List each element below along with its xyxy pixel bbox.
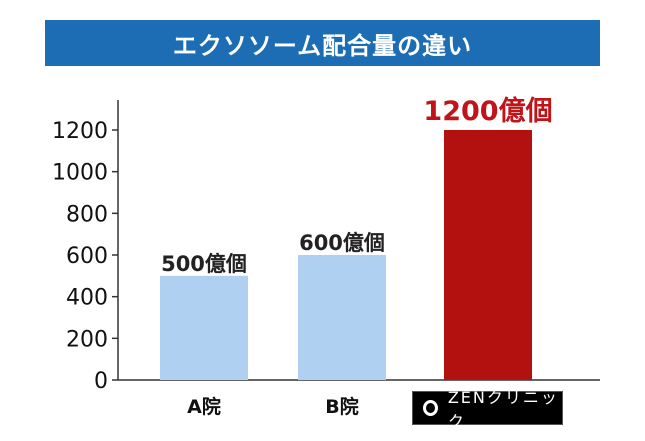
data-label: 600億個 bbox=[299, 231, 385, 255]
y-tick-label: 1200 bbox=[52, 119, 108, 144]
x-tick-label: ZENクリニック bbox=[447, 388, 559, 431]
y-tick-label: 600 bbox=[66, 244, 108, 269]
bar bbox=[160, 275, 248, 380]
x-tick-label: B院 bbox=[325, 395, 358, 418]
y-tick-label: 200 bbox=[66, 327, 108, 352]
y-tick-label: 400 bbox=[66, 286, 108, 311]
y-tick-label: 0 bbox=[94, 369, 108, 394]
data-label: 500億個 bbox=[161, 252, 247, 276]
y-tick-label: 1000 bbox=[52, 161, 108, 186]
zen-clinic-logo: ZENクリニック bbox=[412, 388, 563, 431]
zen-logo-icon bbox=[423, 400, 438, 416]
x-tick-label: A院 bbox=[187, 395, 221, 418]
bar bbox=[444, 130, 532, 380]
bar bbox=[298, 255, 386, 380]
y-tick-label: 800 bbox=[66, 202, 108, 227]
data-label: 1200億個 bbox=[423, 96, 552, 127]
chart-title: エクソソーム配合量の違い bbox=[45, 20, 600, 66]
